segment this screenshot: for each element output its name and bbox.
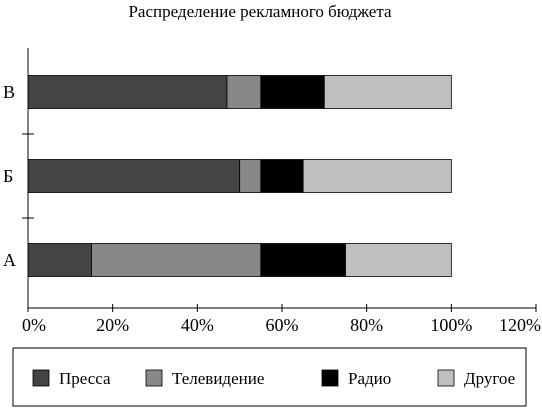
category-label: А <box>3 250 16 270</box>
chart-bars <box>27 75 452 277</box>
legend-label: Пресса <box>59 369 111 388</box>
bar-segment <box>27 159 241 193</box>
legend: Пресса Телевидение Радио Другое <box>12 347 527 407</box>
legend-swatch <box>145 369 163 387</box>
legend-label: Телевидение <box>172 369 264 388</box>
x-tick-label: 60% <box>266 315 299 335</box>
bar-segment <box>27 243 92 277</box>
bar-segment <box>91 243 262 277</box>
x-tick-label: 80% <box>350 315 383 335</box>
x-tick-label: 20% <box>96 315 129 335</box>
bar-segment <box>302 159 452 193</box>
chart-title: Распределение рекламного бюджета <box>128 2 392 21</box>
bar-segment <box>345 243 452 277</box>
bar-segment <box>239 159 262 193</box>
x-tick-labels: 0% 20% 40% 60% 80% 100% 120% <box>22 315 541 335</box>
legend-swatch <box>32 369 50 387</box>
legend-swatch <box>437 369 455 387</box>
bar-segment <box>226 75 262 109</box>
bar-segment <box>260 159 304 193</box>
bar-segment <box>260 243 346 277</box>
x-tick-label: 40% <box>181 315 214 335</box>
category-label: Б <box>3 166 13 186</box>
legend-label: Радио <box>348 369 391 388</box>
legend-label: Другое <box>464 369 515 388</box>
category-label: В <box>3 82 15 102</box>
legend-swatch <box>321 369 339 387</box>
bar-segment <box>323 75 452 109</box>
x-tick-label: 100% <box>430 315 472 335</box>
bar-segment <box>260 75 325 109</box>
category-labels: А Б В <box>3 82 16 270</box>
x-tick-label: 0% <box>22 315 46 335</box>
x-tick-label: 120% <box>499 315 541 335</box>
bar-segment <box>27 75 228 109</box>
